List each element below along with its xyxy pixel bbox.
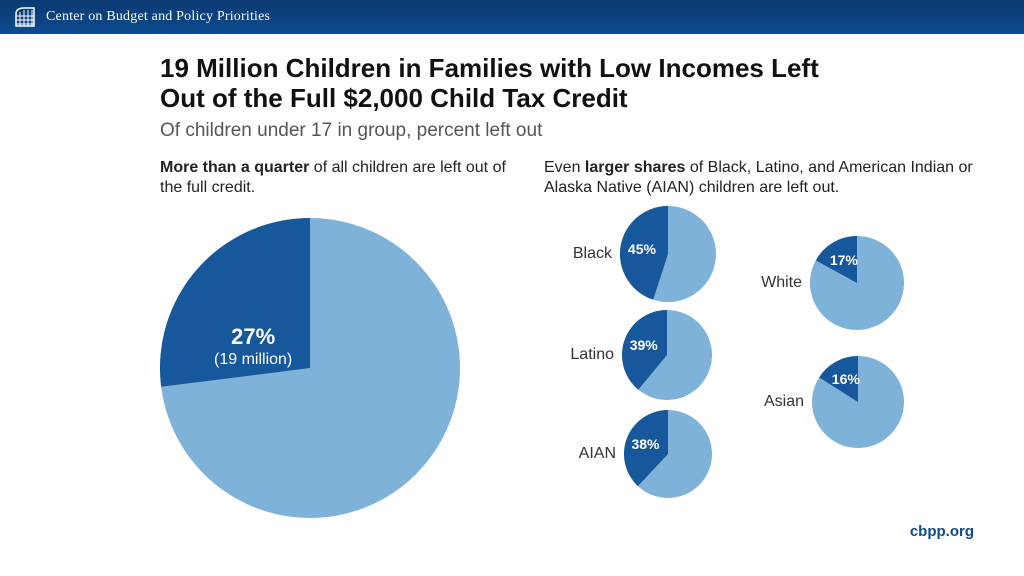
header-bar: Center on Budget and Policy Priorities — [0, 0, 1024, 34]
pie-label-aian: AIAN — [568, 445, 616, 463]
infographic-subtitle: Of children under 17 in group, percent l… — [160, 120, 984, 142]
header-org-name: Center on Budget and Policy Priorities — [46, 9, 270, 25]
pie-black: Black 45% — [564, 206, 716, 302]
small-pies-area: Black 45% Latino 39% AIAN 38% White 17% Asian 16% — [544, 206, 984, 546]
pie-chart-latino — [622, 310, 712, 400]
main-pie-sublabel: (19 million) — [214, 350, 292, 369]
pie-percent-asian: 16% — [832, 371, 860, 387]
pie-percent-black: 45% — [628, 241, 656, 257]
right-column: Even larger shares of Black, Latino, and… — [544, 158, 984, 546]
pie-percent-white: 17% — [830, 252, 858, 268]
left-lead-bold: More than a quarter — [160, 159, 309, 176]
pie-chart-aian — [624, 410, 712, 498]
cbpp-logo-icon — [14, 6, 36, 28]
pie-chart-white — [810, 236, 904, 330]
pie-percent-aian: 38% — [631, 436, 659, 452]
footer-url: cbpp.org — [910, 523, 974, 540]
pie-label-latino: Latino — [566, 346, 614, 364]
infographic-title: 19 Million Children in Families with Low… — [160, 54, 860, 114]
pie-label-white: White — [754, 274, 802, 292]
content-area: 19 Million Children in Families with Low… — [0, 34, 1024, 546]
pie-chart-asian — [812, 356, 904, 448]
left-lead-text: More than a quarter of all children are … — [160, 158, 520, 198]
main-pie-chart: 27% (19 million) — [160, 218, 480, 538]
right-lead-text: Even larger shares of Black, Latino, and… — [544, 158, 984, 198]
right-lead-bold: larger shares — [585, 159, 686, 176]
right-lead-pre: Even — [544, 159, 585, 176]
left-column: More than a quarter of all children are … — [160, 158, 520, 546]
pie-latino: Latino 39% — [566, 310, 712, 400]
pie-white: White 17% — [754, 236, 904, 330]
pie-asian: Asian 16% — [756, 356, 904, 448]
main-pie-percent: 27% — [214, 324, 292, 350]
pie-label-asian: Asian — [756, 393, 804, 411]
pie-aian: AIAN 38% — [568, 410, 712, 498]
pie-percent-latino: 39% — [630, 337, 658, 353]
pie-label-black: Black — [564, 245, 612, 263]
main-pie-label: 27% (19 million) — [214, 324, 292, 370]
